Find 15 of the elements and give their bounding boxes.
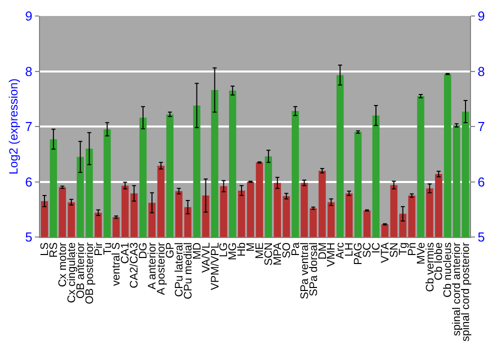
y2-tick-label: 6 <box>478 174 485 190</box>
y2-tick-label: 7 <box>478 119 485 134</box>
y-tick-label: 5 <box>25 230 32 245</box>
x-tick-label: spinal cord posterior <box>460 242 472 342</box>
y-tick-label: 7 <box>25 119 32 134</box>
y2-tick-label: 9 <box>478 8 485 24</box>
y-tick-label: 8 <box>25 64 32 79</box>
x-tick-label: SPa dorsal <box>308 242 320 296</box>
x-tick-label: MVe <box>415 242 428 264</box>
y-tick-label: 9 <box>25 8 32 24</box>
x-tick-label: CPu medial <box>182 242 194 300</box>
y2-tick-label: 8 <box>478 64 485 79</box>
y-axis-title: Log2 (expression) <box>6 78 20 175</box>
y-tick-label: 6 <box>25 174 32 190</box>
y2-tick-label: 5 <box>478 230 485 245</box>
